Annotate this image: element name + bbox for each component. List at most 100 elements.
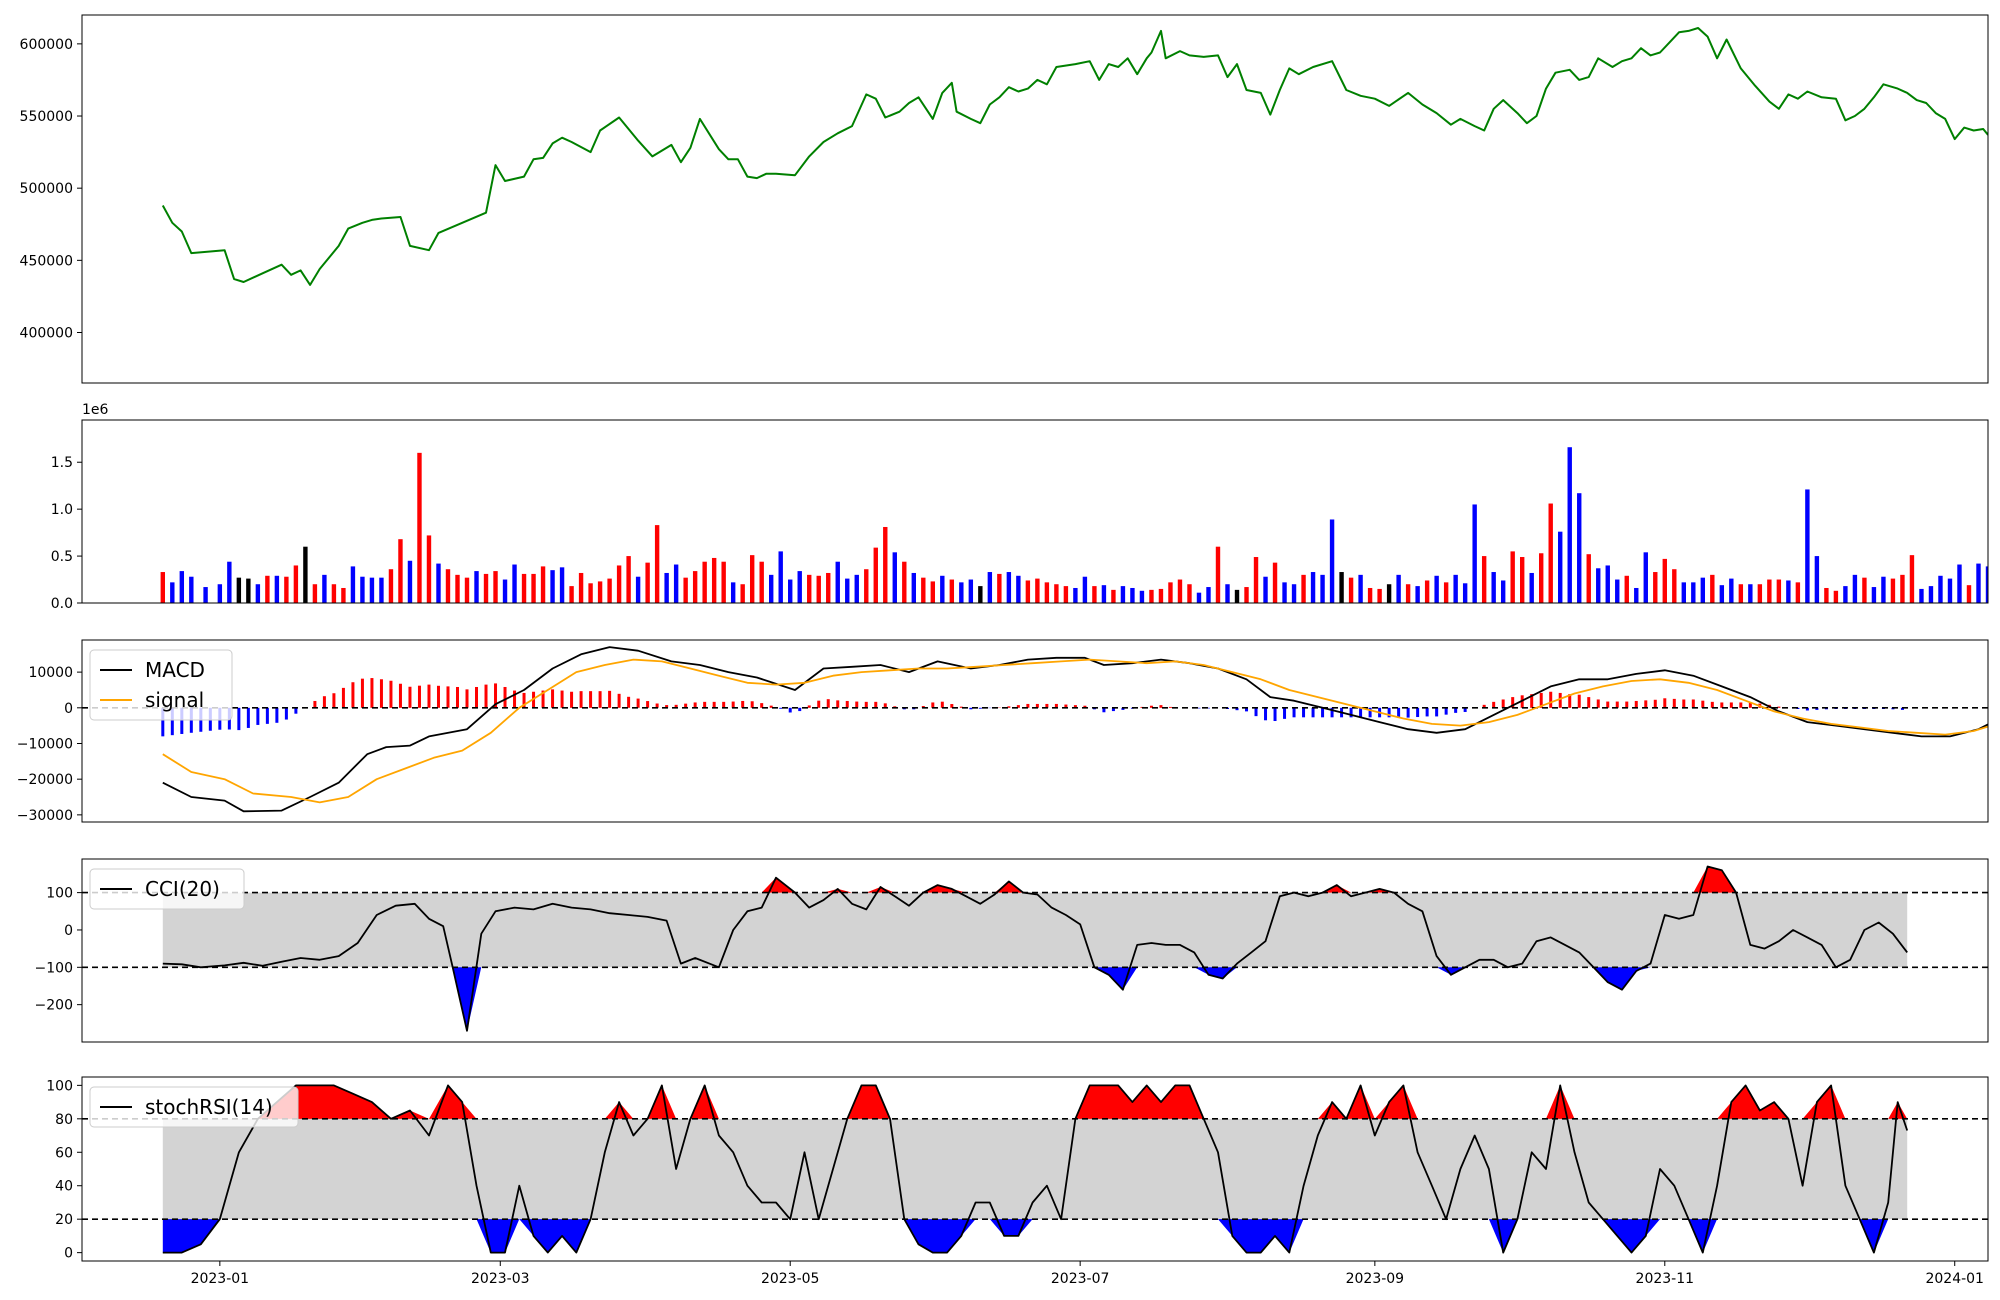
legend: CCI(20) [89,868,245,910]
volume-bar [721,561,726,603]
plot-area [160,447,1988,603]
volume-bar [1814,556,1820,603]
histogram-bar [370,678,374,708]
volume-bar [1900,574,1905,603]
histogram-bar [1558,692,1562,708]
histogram-bar [1368,707,1372,718]
volume-bar [1054,584,1059,603]
panel-3: −200 −100 0 100 CCI(20) [35,858,1989,1043]
volume-bar [1149,589,1154,603]
panel-1: 0.0 0.5 1.0 1.5 1e6 [51,402,1989,612]
volume-bar [911,572,916,603]
volume-bar [1824,587,1829,603]
volume-bar [569,586,574,603]
histogram-bar [1321,707,1325,718]
volume-bar [1890,578,1896,603]
histogram-bar [436,685,440,708]
oversold-fill [162,967,1908,1031]
volume-bar [740,584,745,603]
volume-bar [1206,587,1211,603]
volume-bar [512,564,517,603]
histogram-bar [703,701,707,708]
histogram-bar [636,698,640,708]
histogram-bar [760,703,764,708]
volume-bar [227,561,232,603]
volume-bar [788,579,793,603]
volume-bar [1558,531,1563,603]
volume-bar [1928,586,1934,603]
histogram-bar [1615,701,1619,708]
histogram-bar [1206,707,1210,709]
volume-bar [1225,584,1230,603]
volume-bar [1938,575,1943,603]
volume-bar [255,584,261,603]
histogram-bar [1007,706,1011,708]
volume-bar [1795,582,1801,603]
volume-bar [1757,584,1763,603]
histogram-bar [693,702,697,708]
volume-bar [1634,587,1639,603]
histogram-bar [712,701,716,708]
volume-bar [1301,574,1306,603]
volume-bar [759,561,764,603]
plot-area [82,646,1988,813]
series-line-1 [162,658,1988,804]
histogram-bar [1140,706,1144,708]
histogram-bar [1083,705,1087,708]
volume-bar [303,546,308,603]
histogram-bar [1720,702,1724,708]
volume-bar [1615,579,1620,603]
volume-bar [616,565,622,603]
volume-bar [711,557,717,603]
legend-label: MACD [145,658,205,682]
volume-bar [1367,587,1373,603]
volume-bar [1006,572,1012,603]
neutral-band [162,1118,1908,1220]
volume-bar [1681,582,1687,603]
volume-bar [597,581,603,603]
y-tick-label: −10000 [17,736,73,752]
histogram-bar [1349,707,1353,718]
volume-bar [1377,588,1382,603]
legend: stochRSI(14) [89,1086,299,1128]
volume-bar [1748,584,1753,603]
volume-bar [1016,575,1021,603]
plot-area [161,27,1988,286]
volume-bar [502,579,508,603]
volume-bar [1843,586,1848,603]
histogram-bar [921,706,925,708]
histogram-bar [1045,703,1049,708]
volume-bar [1196,592,1202,603]
histogram-bar [1682,699,1686,708]
volume-bar [1919,588,1924,603]
series-line-0 [161,27,1988,286]
volume-bar [645,562,650,603]
volume-bar [673,564,679,603]
histogram-bar [1245,707,1249,712]
volume-bar [807,574,812,603]
histogram-bar [1387,707,1391,718]
y-tick-label: 450000 [20,253,73,269]
histogram-bar [541,690,545,708]
volume-bar [864,569,869,603]
volume-bar [350,566,356,603]
histogram-bar [731,701,735,708]
histogram-bar [750,701,754,708]
volume-bar [987,572,993,603]
histogram-bar [1492,701,1496,708]
volume-bar [930,581,936,603]
volume-bar [1596,568,1601,603]
histogram-bar [1264,707,1268,721]
volume-bar [217,584,223,603]
histogram-bar [1663,698,1667,708]
histogram-bar [608,690,612,708]
volume-bar [293,565,299,603]
volume-bar [483,573,489,603]
histogram-bar [598,691,602,708]
volume-bar [1462,583,1468,603]
histogram-bar [170,707,174,736]
histogram-bar [313,700,317,708]
histogram-bar [950,704,954,708]
y-tick-label: 100 [46,886,73,902]
